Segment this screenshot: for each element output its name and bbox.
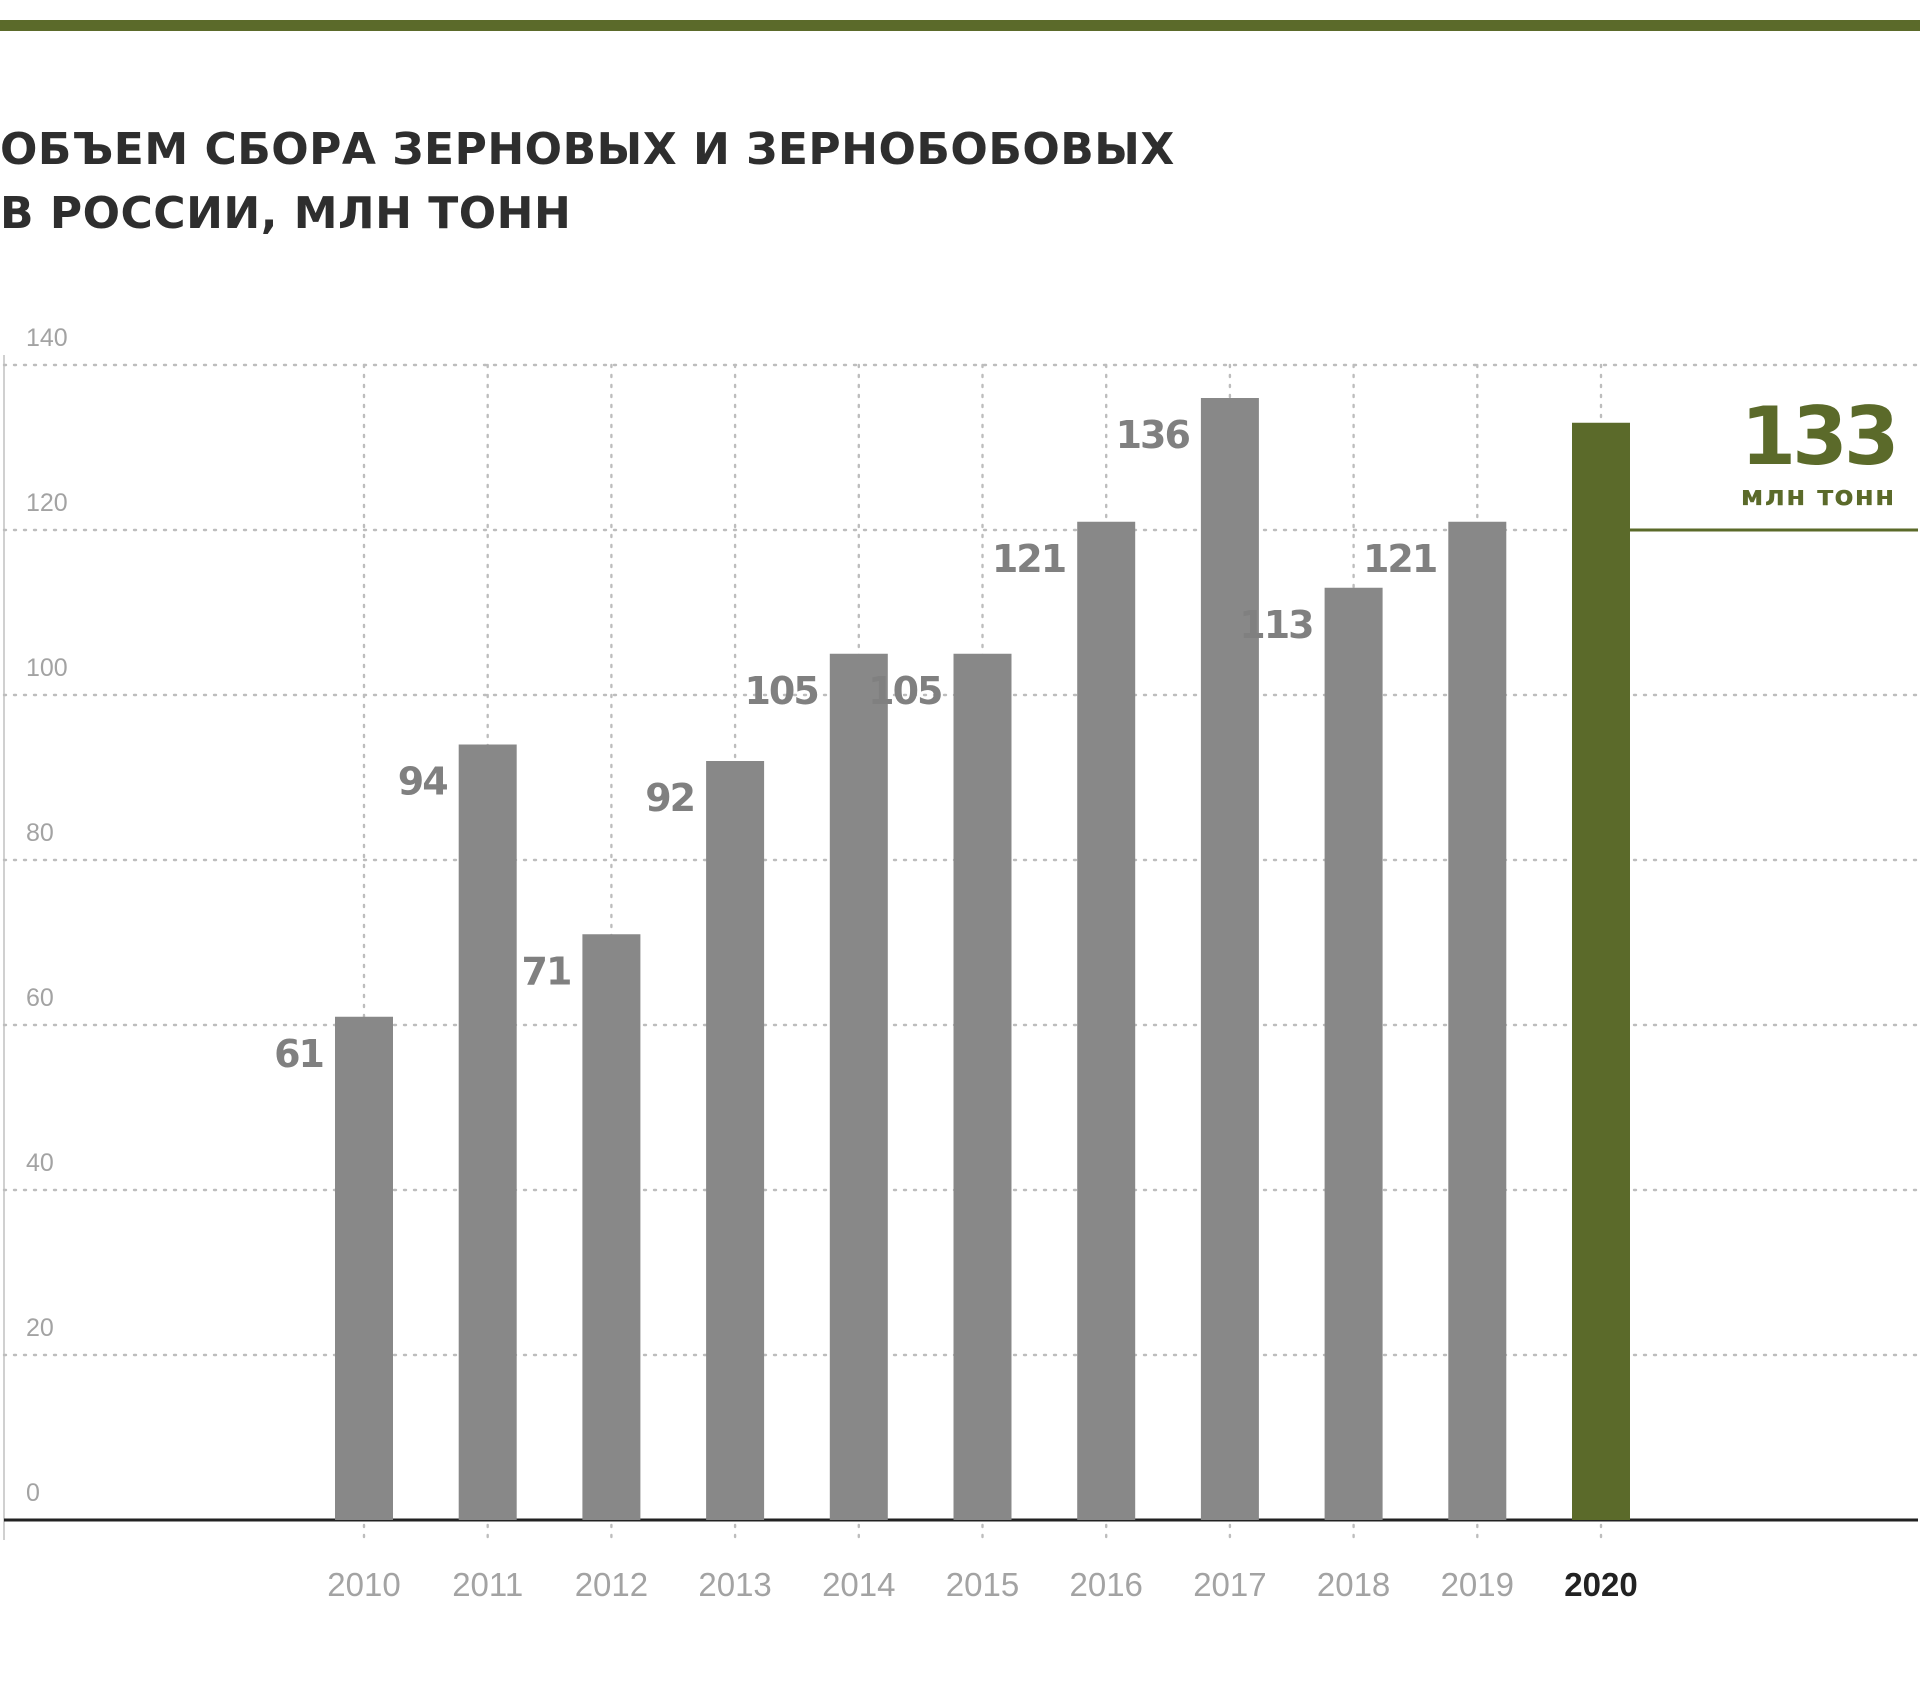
bar xyxy=(1200,398,1259,1520)
axis-ticks: 0 20 40 60 80 100 120 140 2010 2011 2012 2013 2014 20… xyxy=(26,324,1638,1603)
x-tick-label: 2014 xyxy=(822,1566,895,1603)
y-tick-label: 120 xyxy=(26,489,68,517)
bar-highlight xyxy=(1572,422,1630,1520)
bar-value-label: 94 xyxy=(398,760,447,804)
top-accent-rule xyxy=(0,20,1920,31)
x-tick-label: 2013 xyxy=(698,1566,771,1603)
callout-value: 133 xyxy=(1741,390,1896,483)
bar-value-label: 61 xyxy=(274,1032,323,1076)
chart-title-line-1: ОБЪЕМ СБОРА ЗЕРНОВЫХ И ЗЕРНОБОБОВЫХ xyxy=(0,124,1175,175)
bar-value-label: 92 xyxy=(645,776,694,820)
bar xyxy=(953,653,1012,1520)
y-tick-label: 100 xyxy=(26,654,68,682)
x-tick-label: 2011 xyxy=(452,1566,523,1603)
x-tick-label: 2016 xyxy=(1069,1566,1142,1603)
bar-value-label: 121 xyxy=(1363,537,1436,581)
bar-value-label: 121 xyxy=(992,537,1065,581)
bar-value-label: 113 xyxy=(1239,603,1312,647)
bar xyxy=(1448,521,1507,1520)
highlight-callout: 133 млн тонн xyxy=(1630,390,1918,532)
chart-title-line-2: В РОССИИ, МЛН ТОНН xyxy=(0,188,572,239)
x-tick-label: 2018 xyxy=(1317,1566,1390,1603)
bar-value-label: 105 xyxy=(868,669,941,713)
bar-value-label: 71 xyxy=(522,949,571,993)
bar xyxy=(335,1016,393,1520)
bar xyxy=(582,934,641,1520)
value-labels: 61 94 71 92 105 105 121 136 113 121 xyxy=(274,413,1438,1076)
bar xyxy=(1324,587,1383,1520)
bar xyxy=(706,761,765,1520)
x-tick-label: 2020 xyxy=(1564,1566,1637,1603)
y-tick-label: 20 xyxy=(26,1314,54,1342)
y-tick-label: 140 xyxy=(26,324,68,352)
x-tick-label: 2019 xyxy=(1441,1566,1514,1603)
y-tick-label: 80 xyxy=(26,819,54,847)
x-tick-label: 2017 xyxy=(1193,1566,1266,1603)
x-tick-label: 2010 xyxy=(327,1566,400,1603)
bar xyxy=(458,744,517,1520)
bar-value-label: 105 xyxy=(744,669,817,713)
callout-unit: млн тонн xyxy=(1741,479,1896,512)
y-tick-label: 0 xyxy=(26,1479,40,1507)
chart-title: ОБЪЕМ СБОРА ЗЕРНОВЫХ И ЗЕРНОБОБОВЫХ В РО… xyxy=(0,118,1175,246)
y-tick-label: 60 xyxy=(26,984,54,1012)
x-tick-label: 2012 xyxy=(575,1566,648,1603)
y-tick-label: 40 xyxy=(26,1149,54,1177)
bar-value-label: 136 xyxy=(1116,413,1190,457)
x-tick-label: 2015 xyxy=(946,1566,1019,1603)
bars xyxy=(335,398,1630,1520)
bar xyxy=(1077,521,1136,1520)
bar xyxy=(829,653,888,1520)
